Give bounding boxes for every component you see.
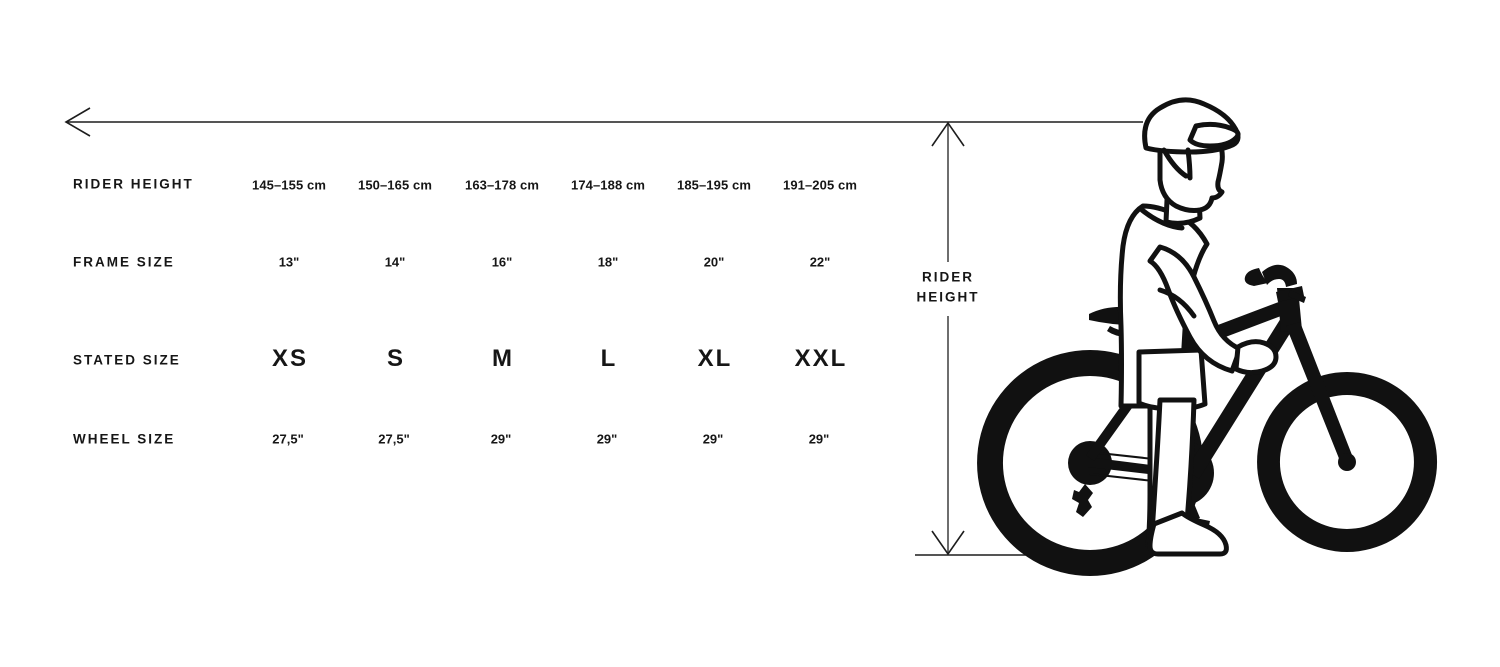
table-cell-stated-size-m: M bbox=[492, 345, 514, 372]
rear-derailleur bbox=[1072, 484, 1093, 517]
table-cell-wheel-size-m: 29" bbox=[490, 431, 512, 447]
front-hub bbox=[1338, 453, 1356, 471]
table-cell-stated-size-xl: XL bbox=[697, 345, 733, 372]
table-cell-rider-height-l: 174–188 cm bbox=[570, 177, 646, 193]
table-cell-stated-size-s: S bbox=[386, 345, 406, 372]
rider-collar bbox=[1139, 207, 1185, 231]
table-cell-rider-height-m: 163–178 cm bbox=[464, 177, 540, 193]
rider-height-label-line-2: HEIGHT bbox=[916, 289, 980, 304]
table-cell-wheel-size-xl: 29" bbox=[702, 431, 724, 447]
fork bbox=[1286, 322, 1352, 461]
table-cell-rider-height-s: 150–165 cm bbox=[357, 177, 433, 193]
size-table: RIDER HEIGHT FRAME SIZE STATED SIZE WHEE… bbox=[0, 0, 900, 500]
rider-height-label-line-1: RIDER bbox=[921, 269, 975, 285]
table-cell-frame-size-l: 18" bbox=[597, 254, 619, 270]
table-cell-rider-height-xs: 145–155 cm bbox=[251, 177, 327, 193]
table-cell-frame-size-xl: 20" bbox=[703, 254, 725, 270]
handlebar bbox=[1262, 264, 1297, 287]
table-cell-wheel-size-l: 29" bbox=[596, 431, 618, 447]
handlebar-grip bbox=[1244, 268, 1268, 286]
rider-near-leg bbox=[1149, 397, 1197, 535]
helmet-brim bbox=[1187, 121, 1241, 149]
table-cell-wheel-size-xs: 27,5" bbox=[272, 431, 304, 447]
cyclist-with-bicycle-illustration bbox=[940, 80, 1480, 580]
rider-figure bbox=[1117, 97, 1279, 557]
table-cell-stated-size-xs: XS bbox=[271, 345, 309, 372]
rider-height-dimension-label: RIDER HEIGHT bbox=[916, 267, 979, 306]
table-cell-frame-size-s: 14" bbox=[384, 254, 406, 270]
row-label-wheel-size: WHEEL SIZE bbox=[73, 431, 176, 447]
table-cell-frame-size-m: 16" bbox=[491, 254, 513, 270]
row-label-rider-height: RIDER HEIGHT bbox=[73, 176, 194, 192]
rider-shoe bbox=[1147, 510, 1229, 557]
row-label-stated-size: STATED SIZE bbox=[73, 352, 181, 368]
table-cell-wheel-size-xxl: 29" bbox=[808, 431, 830, 447]
table-cell-stated-size-l: L bbox=[600, 345, 618, 372]
helmet-strap bbox=[1161, 147, 1193, 181]
table-cell-wheel-size-s: 27,5" bbox=[378, 431, 410, 447]
rider-arm bbox=[1147, 244, 1243, 374]
table-cell-rider-height-xl: 185–195 cm bbox=[676, 177, 752, 193]
rider-hand bbox=[1233, 339, 1279, 376]
table-cell-frame-size-xxl: 22" bbox=[809, 254, 831, 270]
rider-sleeve-hem bbox=[1157, 287, 1197, 319]
table-cell-frame-size-xs: 13" bbox=[278, 254, 300, 270]
row-label-frame-size: FRAME SIZE bbox=[73, 254, 175, 270]
brake-lever bbox=[1288, 290, 1306, 303]
table-cell-rider-height-xxl: 191–205 cm bbox=[782, 177, 858, 193]
table-cell-stated-size-xxl: XXL bbox=[794, 345, 848, 372]
